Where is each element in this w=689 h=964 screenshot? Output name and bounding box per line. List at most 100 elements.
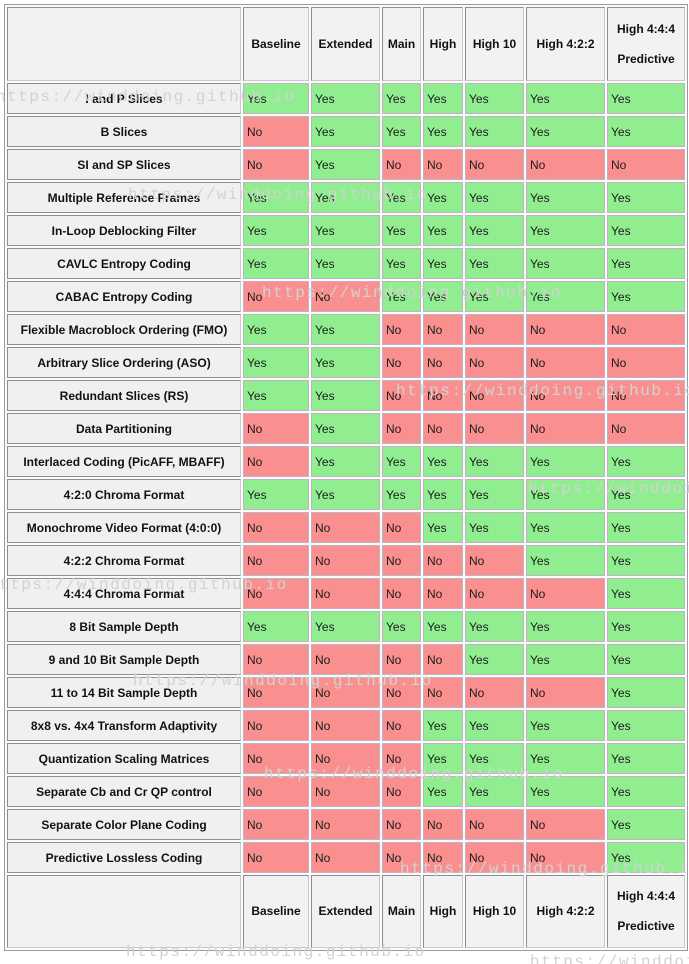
value-cell: No bbox=[465, 380, 524, 411]
value-cell: No bbox=[382, 710, 421, 741]
value-cell: No bbox=[243, 281, 309, 312]
value-cell: No bbox=[423, 644, 463, 675]
value-cell: Yes bbox=[243, 611, 309, 642]
column-label-line2: Predictive bbox=[617, 919, 675, 933]
value-cell: Yes bbox=[607, 215, 685, 246]
value-cell: Yes bbox=[382, 611, 421, 642]
value-cell: No bbox=[243, 413, 309, 444]
value-cell: No bbox=[607, 413, 685, 444]
table-row-11-to-14-bit-sample-depth: 11 to 14 Bit Sample Depth No No No No No No Yes bbox=[7, 677, 685, 708]
value-cell: Yes bbox=[526, 710, 605, 741]
value-cell: Yes bbox=[526, 116, 605, 147]
value-cell: Yes bbox=[607, 611, 685, 642]
value-cell: No bbox=[423, 677, 463, 708]
value-cell: Yes bbox=[607, 776, 685, 807]
value-cell: Yes bbox=[423, 83, 463, 114]
value-cell: Yes bbox=[465, 743, 524, 774]
value-cell: No bbox=[465, 578, 524, 609]
value-cell: No bbox=[311, 677, 380, 708]
column-label: Extended bbox=[318, 904, 373, 918]
column-label: High 10 bbox=[472, 36, 517, 51]
value-cell: No bbox=[311, 776, 380, 807]
table-row-4-4-4-chroma-format: 4:4:4 Chroma Format No No No No No No Yes bbox=[7, 578, 685, 609]
header-corner-cell bbox=[7, 7, 241, 81]
value-cell: No bbox=[243, 512, 309, 543]
value-cell: Yes bbox=[243, 314, 309, 345]
value-cell: Yes bbox=[465, 281, 524, 312]
value-cell: No bbox=[311, 710, 380, 741]
table-body: I and P Slices Yes Yes Yes Yes Yes Yes Yes B Sli… bbox=[7, 83, 685, 873]
column-label: High 10 bbox=[472, 904, 517, 918]
value-cell: No bbox=[311, 512, 380, 543]
value-cell: Yes bbox=[311, 413, 380, 444]
value-cell: Yes bbox=[243, 380, 309, 411]
value-cell: No bbox=[311, 743, 380, 774]
table-row-redundant-slices-rs: Redundant Slices (RS) Yes Yes No No No No No bbox=[7, 380, 685, 411]
value-cell: No bbox=[607, 347, 685, 378]
value-cell: No bbox=[243, 809, 309, 840]
value-cell: Yes bbox=[382, 248, 421, 279]
value-cell: No bbox=[465, 413, 524, 444]
value-cell: Yes bbox=[526, 644, 605, 675]
value-cell: No bbox=[423, 413, 463, 444]
value-cell: No bbox=[465, 677, 524, 708]
value-cell: Yes bbox=[607, 248, 685, 279]
feature-label: CABAC Entropy Coding bbox=[7, 281, 241, 312]
value-cell: No bbox=[382, 413, 421, 444]
table-row-si-and-sp-slices: SI and SP Slices No Yes No No No No No bbox=[7, 149, 685, 180]
value-cell: Yes bbox=[607, 578, 685, 609]
feature-label: 11 to 14 Bit Sample Depth bbox=[7, 677, 241, 708]
value-cell: No bbox=[243, 710, 309, 741]
value-cell: No bbox=[526, 809, 605, 840]
value-cell: Yes bbox=[423, 281, 463, 312]
h264-profile-feature-table: Baseline Extended Main High High 10 High 4:2:… bbox=[4, 4, 688, 951]
table-row-in-loop-deblocking-filter: In-Loop Deblocking Filter Yes Yes Yes Yes Yes… bbox=[7, 215, 685, 246]
value-cell: No bbox=[465, 149, 524, 180]
value-cell: No bbox=[526, 314, 605, 345]
value-cell: Yes bbox=[465, 182, 524, 213]
value-cell: No bbox=[311, 842, 380, 873]
value-cell: Yes bbox=[526, 182, 605, 213]
value-cell: Yes bbox=[311, 215, 380, 246]
feature-label: 4:2:2 Chroma Format bbox=[7, 545, 241, 576]
value-cell: No bbox=[423, 380, 463, 411]
feature-label: Quantization Scaling Matrices bbox=[7, 743, 241, 774]
feature-label: Redundant Slices (RS) bbox=[7, 380, 241, 411]
feature-label: 4:2:0 Chroma Format bbox=[7, 479, 241, 510]
value-cell: No bbox=[382, 677, 421, 708]
table-row-separate-color-plane-coding: Separate Color Plane Coding No No No No No No Y… bbox=[7, 809, 685, 840]
value-cell: No bbox=[465, 545, 524, 576]
value-cell: No bbox=[243, 446, 309, 477]
table-footer: Baseline Extended Main High High 10 High 4:2:… bbox=[7, 875, 685, 948]
value-cell: Yes bbox=[526, 545, 605, 576]
table-row-4-2-2-chroma-format: 4:2:2 Chroma Format No No No No No Yes Yes bbox=[7, 545, 685, 576]
table-row-i-and-p-slices: I and P Slices Yes Yes Yes Yes Yes Yes Yes bbox=[7, 83, 685, 114]
footer-column-high-4-4-4-predictive: High 4:4:4 Predictive bbox=[607, 875, 685, 948]
value-cell: Yes bbox=[311, 149, 380, 180]
value-cell: Yes bbox=[526, 281, 605, 312]
value-cell: Yes bbox=[423, 248, 463, 279]
table-row-monochrome-video-format-4-0-0: Monochrome Video Format (4:0:0) No No No Yes… bbox=[7, 512, 685, 543]
value-cell: No bbox=[311, 578, 380, 609]
value-cell: No bbox=[311, 809, 380, 840]
value-cell: Yes bbox=[465, 446, 524, 477]
table-row-interlaced-coding-picaff-mbaff: Interlaced Coding (PicAFF, MBAFF) No Yes Ye… bbox=[7, 446, 685, 477]
value-cell: Yes bbox=[465, 215, 524, 246]
value-cell: Yes bbox=[607, 677, 685, 708]
value-cell: No bbox=[243, 644, 309, 675]
header-column-high-4-2-2: High 4:2:2 bbox=[526, 7, 605, 81]
value-cell: No bbox=[526, 842, 605, 873]
value-cell: No bbox=[243, 149, 309, 180]
value-cell: Yes bbox=[382, 83, 421, 114]
feature-label: In-Loop Deblocking Filter bbox=[7, 215, 241, 246]
value-cell: Yes bbox=[311, 116, 380, 147]
table-row-multiple-reference-frames: Multiple Reference Frames Yes Yes Yes Yes Yes… bbox=[7, 182, 685, 213]
value-cell: Yes bbox=[526, 248, 605, 279]
feature-label: 9 and 10 Bit Sample Depth bbox=[7, 644, 241, 675]
table-row-predictive-lossless-coding: Predictive Lossless Coding No No No No No No Ye… bbox=[7, 842, 685, 873]
feature-label: Interlaced Coding (PicAFF, MBAFF) bbox=[7, 446, 241, 477]
value-cell: No bbox=[243, 776, 309, 807]
column-label: High 4:2:2 bbox=[536, 904, 595, 918]
value-cell: Yes bbox=[311, 182, 380, 213]
